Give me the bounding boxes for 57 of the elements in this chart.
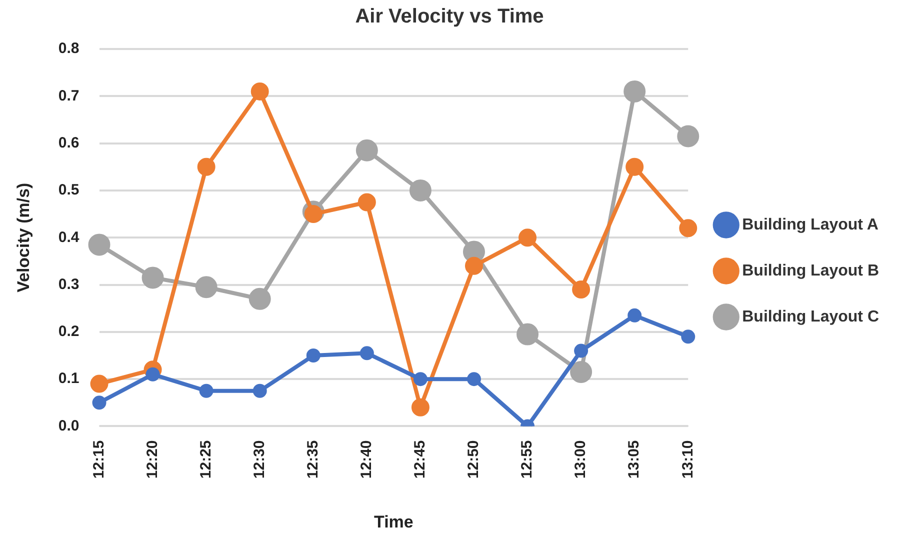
point — [466, 372, 481, 386]
point — [681, 330, 696, 344]
point — [250, 82, 269, 100]
point — [142, 266, 164, 289]
legend-label: Building Layout C — [742, 308, 880, 326]
point — [252, 384, 267, 398]
y-tick-label: 0.4 — [58, 228, 80, 246]
point — [360, 346, 374, 360]
y-tick-label: 0.0 — [58, 417, 80, 434]
point — [464, 256, 483, 275]
x-tick-label: 12:30 — [250, 440, 268, 479]
legend-label: Building Layout B — [742, 262, 879, 280]
point — [248, 288, 271, 310]
y-tick-label: 0.6 — [58, 134, 80, 152]
x-tick-label: 12:25 — [197, 440, 214, 479]
point — [626, 158, 644, 176]
y-tick-label: 0.2 — [58, 323, 80, 340]
y-tick-label: 0.8 — [58, 40, 80, 58]
point — [199, 384, 214, 398]
point — [92, 396, 106, 410]
x-axis-title: Time — [374, 512, 414, 532]
point — [574, 344, 588, 358]
point — [516, 323, 539, 346]
point — [90, 374, 108, 393]
point — [679, 219, 698, 238]
chart-title: Air Velocity vs Time — [355, 6, 544, 28]
point — [628, 308, 642, 322]
x-tick-label: 12:50 — [465, 440, 482, 479]
point — [88, 234, 110, 256]
x-tick-label: 12:35 — [304, 440, 322, 479]
y-axis-title: Velocity (m/s) — [14, 182, 33, 292]
x-tick-label: 12:20 — [144, 440, 161, 479]
legend-label: Building Layout A — [742, 216, 879, 234]
x-tick-label: 12:15 — [90, 440, 108, 479]
y-tick-label: 0.7 — [58, 87, 80, 104]
point — [356, 139, 378, 162]
point — [677, 125, 700, 148]
point — [570, 361, 592, 384]
point — [197, 158, 216, 176]
x-tick-label: 13:00 — [572, 440, 590, 479]
point — [518, 228, 537, 247]
x-tick-label: 12:55 — [518, 440, 536, 479]
point — [306, 348, 320, 363]
x-tick-label: 13:10 — [679, 440, 696, 479]
point — [572, 280, 590, 298]
x-tick-label: 12:45 — [412, 440, 429, 479]
y-tick-label: 0.1 — [58, 370, 80, 388]
point — [195, 276, 218, 298]
point — [413, 372, 428, 386]
point — [358, 193, 376, 212]
y-tick-label: 0.5 — [58, 182, 80, 199]
point — [624, 80, 646, 102]
y-tick-label: 0.3 — [58, 276, 80, 293]
x-tick-label: 13:05 — [626, 440, 643, 479]
point — [411, 398, 430, 416]
point — [409, 179, 432, 202]
x-tick-label: 12:40 — [358, 440, 376, 479]
